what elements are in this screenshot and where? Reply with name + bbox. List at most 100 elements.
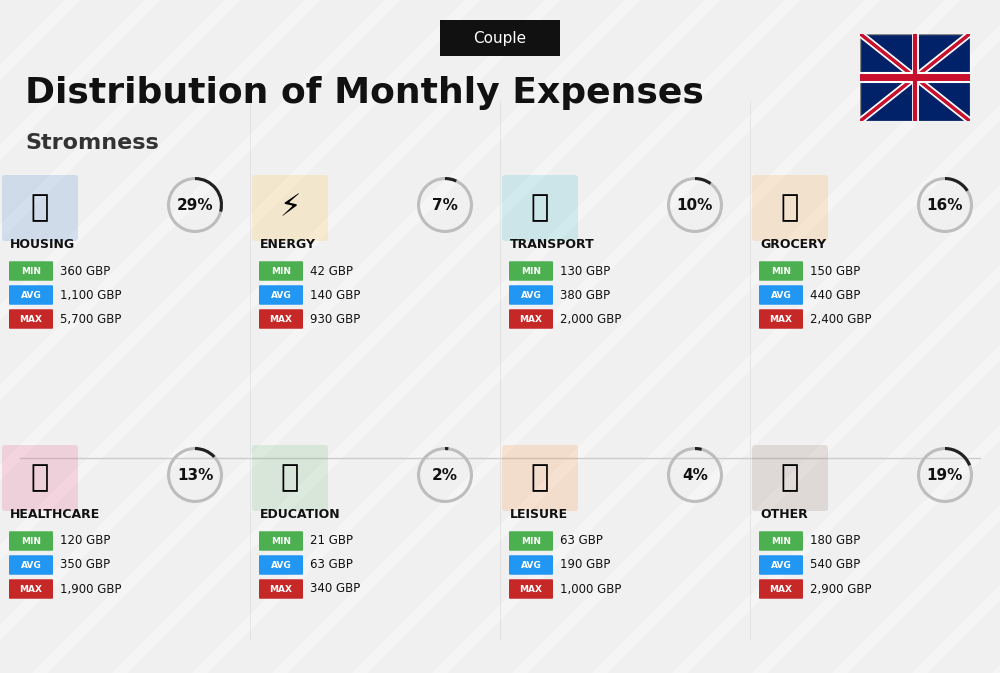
Text: MAX: MAX (770, 314, 792, 324)
Text: 63 GBP: 63 GBP (310, 559, 353, 571)
Text: 63 GBP: 63 GBP (560, 534, 603, 548)
Text: 13%: 13% (177, 468, 213, 483)
Text: 150 GBP: 150 GBP (810, 264, 860, 277)
FancyBboxPatch shape (759, 261, 803, 281)
Text: 140 GBP: 140 GBP (310, 289, 360, 302)
Text: 21 GBP: 21 GBP (310, 534, 353, 548)
Text: MAX: MAX (20, 584, 42, 594)
Wedge shape (695, 177, 711, 185)
FancyBboxPatch shape (440, 20, 560, 56)
Text: 540 GBP: 540 GBP (810, 559, 860, 571)
Text: 2,900 GBP: 2,900 GBP (810, 583, 872, 596)
Text: 29%: 29% (177, 197, 213, 213)
Wedge shape (917, 177, 973, 233)
FancyBboxPatch shape (759, 310, 803, 328)
FancyBboxPatch shape (259, 531, 303, 551)
FancyBboxPatch shape (509, 261, 553, 281)
FancyBboxPatch shape (759, 555, 803, 575)
Text: MIN: MIN (271, 267, 291, 275)
Wedge shape (667, 447, 723, 503)
FancyBboxPatch shape (259, 555, 303, 575)
Text: HOUSING: HOUSING (10, 238, 75, 252)
FancyBboxPatch shape (9, 579, 53, 599)
Text: AVG: AVG (271, 291, 291, 299)
Text: AVG: AVG (521, 291, 541, 299)
Text: EDUCATION: EDUCATION (260, 509, 341, 522)
Wedge shape (667, 177, 723, 233)
FancyBboxPatch shape (860, 34, 970, 121)
FancyBboxPatch shape (502, 175, 578, 241)
FancyBboxPatch shape (259, 579, 303, 599)
FancyBboxPatch shape (759, 285, 803, 305)
Wedge shape (167, 447, 223, 503)
FancyBboxPatch shape (759, 531, 803, 551)
Text: 1,900 GBP: 1,900 GBP (60, 583, 122, 596)
Text: 10%: 10% (677, 197, 713, 213)
Text: 180 GBP: 180 GBP (810, 534, 860, 548)
Text: 1,100 GBP: 1,100 GBP (60, 289, 122, 302)
FancyBboxPatch shape (2, 445, 78, 511)
Text: 2,400 GBP: 2,400 GBP (810, 312, 872, 326)
FancyBboxPatch shape (259, 285, 303, 305)
FancyBboxPatch shape (759, 579, 803, 599)
Text: MAX: MAX (270, 584, 292, 594)
Text: MIN: MIN (771, 267, 791, 275)
Wedge shape (445, 177, 457, 182)
FancyBboxPatch shape (509, 555, 553, 575)
Text: MAX: MAX (520, 314, 542, 324)
Wedge shape (167, 177, 223, 233)
FancyBboxPatch shape (752, 175, 828, 241)
Text: 440 GBP: 440 GBP (810, 289, 860, 302)
FancyBboxPatch shape (9, 531, 53, 551)
Text: 16%: 16% (927, 197, 963, 213)
Text: ⚡: ⚡ (279, 194, 301, 223)
FancyBboxPatch shape (509, 310, 553, 328)
Text: 42 GBP: 42 GBP (310, 264, 353, 277)
FancyBboxPatch shape (2, 175, 78, 241)
Text: HEALTHCARE: HEALTHCARE (10, 509, 100, 522)
Text: MAX: MAX (770, 584, 792, 594)
FancyBboxPatch shape (509, 579, 553, 599)
Text: 1,000 GBP: 1,000 GBP (560, 583, 621, 596)
Text: MAX: MAX (520, 584, 542, 594)
Text: 7%: 7% (432, 197, 458, 213)
Wedge shape (445, 447, 449, 450)
Text: LEISURE: LEISURE (510, 509, 568, 522)
Text: Distribution of Monthly Expenses: Distribution of Monthly Expenses (25, 76, 704, 110)
Text: AVG: AVG (21, 561, 41, 569)
Text: 360 GBP: 360 GBP (60, 264, 110, 277)
FancyBboxPatch shape (9, 310, 53, 328)
Text: 120 GBP: 120 GBP (60, 534, 110, 548)
Text: Couple: Couple (473, 30, 527, 46)
Text: MIN: MIN (521, 536, 541, 546)
Text: 🏢: 🏢 (31, 194, 49, 223)
Text: MIN: MIN (21, 536, 41, 546)
Text: AVG: AVG (521, 561, 541, 569)
Text: 350 GBP: 350 GBP (60, 559, 110, 571)
Text: 380 GBP: 380 GBP (560, 289, 610, 302)
Text: 2%: 2% (432, 468, 458, 483)
Wedge shape (695, 447, 702, 451)
Text: 🚌: 🚌 (531, 194, 549, 223)
Text: MIN: MIN (21, 267, 41, 275)
Text: 🛒: 🛒 (781, 194, 799, 223)
Text: 190 GBP: 190 GBP (560, 559, 610, 571)
FancyBboxPatch shape (502, 445, 578, 511)
Text: 👛: 👛 (781, 464, 799, 493)
Text: 19%: 19% (927, 468, 963, 483)
Wedge shape (417, 447, 473, 503)
Text: 130 GBP: 130 GBP (560, 264, 610, 277)
FancyBboxPatch shape (509, 285, 553, 305)
FancyBboxPatch shape (9, 285, 53, 305)
FancyBboxPatch shape (9, 261, 53, 281)
Text: ENERGY: ENERGY (260, 238, 316, 252)
Text: MAX: MAX (20, 314, 42, 324)
Text: AVG: AVG (771, 561, 791, 569)
Text: MIN: MIN (271, 536, 291, 546)
FancyBboxPatch shape (509, 531, 553, 551)
Text: OTHER: OTHER (760, 509, 808, 522)
Text: 🛍: 🛍 (531, 464, 549, 493)
Text: GROCERY: GROCERY (760, 238, 826, 252)
Text: MAX: MAX (270, 314, 292, 324)
FancyBboxPatch shape (252, 445, 328, 511)
